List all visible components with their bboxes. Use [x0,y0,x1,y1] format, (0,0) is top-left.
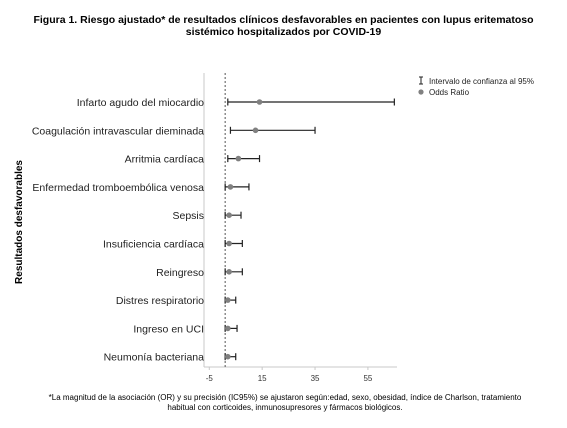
row-7: Reingreso [156,267,243,279]
chart-title-line1: Figura 1. Riesgo ajustado* de resultados… [33,14,534,26]
category-label: Coagulación intravascular dieminada [32,125,204,137]
odds-ratio-point [224,353,231,360]
odds-ratio-point [256,99,263,105]
x-axis-ticks: -5 15 35 55 [206,367,373,383]
category-label: Insuficiencia cardíaca [103,239,204,251]
odds-ratio-point [226,240,232,247]
legend-ci-label: Intervalo de confianza al 95% [429,77,534,86]
category-label: Ingreso en UCI [133,323,204,335]
legend-entry-ci: Intervalo de confianza al 95% [419,76,534,86]
legend-or-icon [418,89,424,95]
row-10: Neumonía bacteriana [104,352,237,364]
legend: Intervalo de confianza al 95% Odds Ratio [418,76,534,97]
plot-axes [203,73,397,368]
odds-ratio-point [224,297,231,303]
footnote-line2: habitual con corticoides, inmunosupresor… [167,403,403,412]
category-label: Reingreso [156,267,204,279]
odds-ratio-point [252,127,259,134]
legend-or-label: Odds Ratio [429,88,470,97]
category-label: Sepsis [172,210,204,222]
odds-ratio-point [226,269,232,275]
row-2: Coagulación intravascular dieminada [32,125,316,137]
row-5: Sepsis [172,210,242,222]
x-tick-label: 35 [311,374,320,383]
category-label: Distres respiratorio [116,295,204,307]
row-6: Insuficiencia cardíaca [103,239,243,251]
category-label: Neumonía bacteriana [104,352,205,364]
odds-ratio-point [235,155,242,162]
legend-ci-icon [419,76,423,85]
row-4: Enfermedad tromboembólica venosa [32,182,250,194]
row-3: Arritmia cardíaca [125,154,261,166]
footnote: *La magnitud de la asociación (OR) y su … [20,393,550,413]
chart-title-line2: sistémico hospitalizados por COVID-19 [185,26,382,38]
legend-entry-or: Odds Ratio [418,88,470,97]
category-label: Arritmia cardíaca [125,154,205,166]
category-label: Enfermedad tromboembólica venosa [32,182,204,194]
chart-title: Figura 1. Riesgo ajustado* de resultados… [0,14,567,38]
x-tick-label: -5 [206,374,214,383]
row-8: Distres respiratorio [116,295,237,307]
row-9: Ingreso en UCI [133,323,238,335]
y-axis-label: Resultados desfavorables [14,160,25,284]
category-label: Infarto agudo del miocardio [77,97,204,109]
x-tick-label: 15 [258,374,267,383]
plot-rows: Infarto agudo del miocardio Coagulación i… [32,97,395,364]
footnote-line1: *La magnitud de la asociación (OR) y su … [48,393,522,402]
odds-ratio-point [227,184,234,190]
odds-ratio-point [226,212,232,218]
row-1: Infarto agudo del miocardio [77,97,395,109]
odds-ratio-point [224,325,231,332]
x-tick-label: 55 [363,374,372,383]
